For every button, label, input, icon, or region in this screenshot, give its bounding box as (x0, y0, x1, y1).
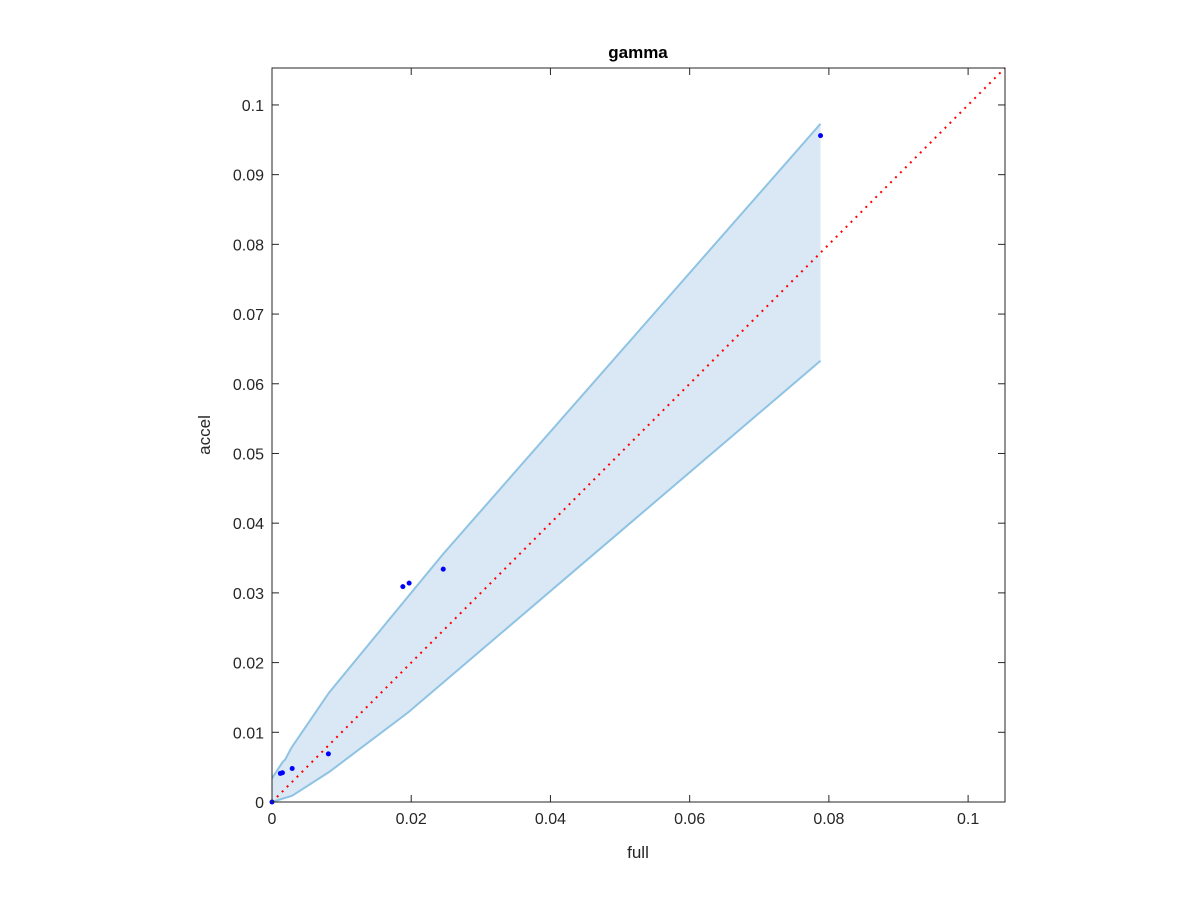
ticks: 0 0.02 0.04 0.06 0.08 0.1 0 0.01 0.02 0.03 0.04 0.0… (233, 68, 1005, 828)
x-tick-label: 0.08 (813, 811, 844, 828)
y-tick-label: 0.08 (233, 237, 264, 254)
y-tick-label: 0 (255, 795, 264, 812)
y-tick-label: 0.01 (233, 725, 264, 742)
band-upper-edge (271, 123, 822, 779)
data-points (269, 133, 824, 805)
data-point (818, 133, 824, 139)
y-tick-label: 0.06 (233, 377, 264, 394)
data-point (279, 770, 285, 776)
data-point (440, 566, 446, 572)
data-point (406, 580, 412, 586)
data-point (289, 766, 295, 772)
reference-line (271, 67, 1006, 803)
y-tick-label: 0.04 (233, 516, 264, 533)
y-tick-label: 0.05 (233, 446, 264, 463)
data-point (400, 584, 406, 590)
y-tick-label: 0.03 (233, 586, 264, 603)
x-tick-label: 0 (268, 811, 277, 828)
x-tick-label: 0.06 (674, 811, 705, 828)
y-tick-label: 0.1 (242, 98, 264, 115)
confidence-band (271, 123, 822, 803)
y-tick-label: 0.09 (233, 168, 264, 185)
y-tick-label: 0.02 (233, 656, 264, 673)
x-tick-label: 0.04 (535, 811, 566, 828)
x-tick-label: 0.02 (396, 811, 427, 828)
x-axis-label: full (627, 843, 649, 862)
band-lower-edge (271, 360, 822, 803)
y-tick-label: 0.07 (233, 307, 264, 324)
axes-box (271, 67, 1006, 803)
chart-title: gamma (608, 43, 668, 62)
reference-diagonal (271, 67, 1006, 803)
band-fill (272, 123, 821, 803)
data-point (325, 751, 331, 757)
x-tick-label: 0.1 (957, 811, 979, 828)
y-axis-label: accel (195, 415, 214, 455)
